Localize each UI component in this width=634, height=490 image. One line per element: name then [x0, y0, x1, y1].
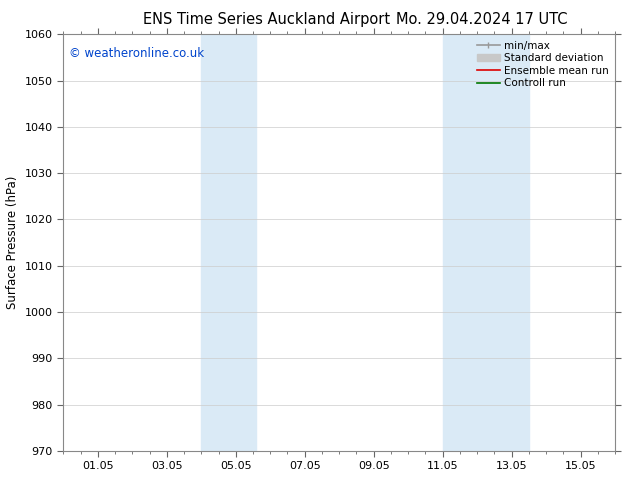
- Text: © weatheronline.co.uk: © weatheronline.co.uk: [69, 47, 204, 60]
- Legend: min/max, Standard deviation, Ensemble mean run, Controll run: min/max, Standard deviation, Ensemble me…: [474, 37, 612, 92]
- Y-axis label: Surface Pressure (hPa): Surface Pressure (hPa): [6, 176, 19, 309]
- Text: ENS Time Series Auckland Airport: ENS Time Series Auckland Airport: [143, 12, 390, 27]
- Bar: [202, 34, 256, 451]
- Bar: [443, 34, 529, 451]
- Text: Mo. 29.04.2024 17 UTC: Mo. 29.04.2024 17 UTC: [396, 12, 567, 27]
